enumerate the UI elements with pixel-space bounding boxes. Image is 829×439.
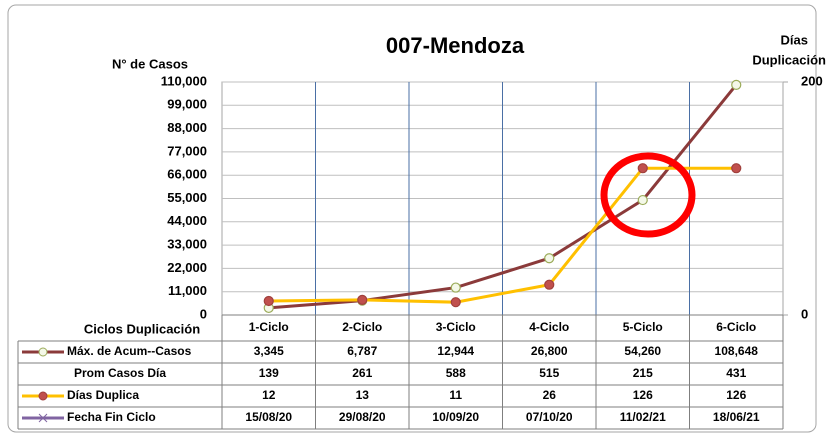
y-tick-label: 77,000 bbox=[167, 143, 207, 158]
y2-axis-label: Días bbox=[781, 32, 808, 47]
marker bbox=[544, 253, 555, 264]
chart-title: 007-Mendoza bbox=[386, 33, 525, 58]
table-value: 26 bbox=[543, 388, 557, 402]
x-tick-label: 5-Ciclo bbox=[623, 320, 663, 334]
table-value: 07/10/20 bbox=[526, 410, 573, 424]
y-tick-label: 110,000 bbox=[161, 73, 207, 88]
marker bbox=[731, 79, 742, 90]
table-value: 12 bbox=[262, 388, 276, 402]
table-header: Ciclos Duplicación bbox=[84, 321, 200, 336]
marker bbox=[544, 279, 555, 290]
marker bbox=[357, 294, 368, 305]
table-value: 431 bbox=[726, 366, 746, 380]
table-value: 515 bbox=[539, 366, 559, 380]
y-tick-label: 33,000 bbox=[167, 237, 207, 252]
y-tick-label: 44,000 bbox=[167, 213, 207, 228]
legend-label: Fecha Fin Ciclo bbox=[67, 410, 156, 424]
table-value: 26,800 bbox=[531, 344, 568, 358]
legend-label: Días Duplica bbox=[67, 388, 139, 402]
y-tick-label: 55,000 bbox=[167, 190, 207, 205]
table-value: 261 bbox=[352, 366, 372, 380]
table-value: 11/02/21 bbox=[620, 410, 666, 424]
table-value: 11 bbox=[449, 388, 462, 402]
table-value: 108,648 bbox=[715, 344, 759, 358]
series-line bbox=[268, 83, 738, 310]
legend-marker bbox=[38, 391, 48, 401]
table-value: 126 bbox=[633, 388, 653, 402]
y2-axis-label: Duplicación bbox=[752, 52, 826, 67]
table-value: 588 bbox=[446, 366, 466, 380]
highlight-circle bbox=[600, 152, 696, 238]
table-value: 15/08/20 bbox=[245, 410, 292, 424]
marker bbox=[731, 163, 742, 174]
table-value: 3,345 bbox=[254, 344, 284, 358]
y-tick-label: 11,000 bbox=[168, 283, 207, 298]
y2-tick-label: 200 bbox=[801, 73, 823, 88]
x-tick-label: 1-Ciclo bbox=[249, 320, 289, 334]
legend-label: Máx. de Acum--Casos bbox=[67, 344, 192, 358]
table-value: 29/08/20 bbox=[339, 410, 386, 424]
chart-frame bbox=[7, 4, 817, 433]
x-tick-label: 4-Ciclo bbox=[529, 320, 569, 334]
plot-layer: 0 11,000 22,000 33,000 44,000 55,000 66,000 77,… bbox=[17, 73, 823, 430]
marker bbox=[450, 297, 461, 308]
y-tick-label: 88,000 bbox=[167, 120, 207, 135]
x-tick-label: 3-Ciclo bbox=[436, 320, 476, 334]
marker bbox=[263, 295, 274, 307]
legend-marker bbox=[38, 347, 48, 357]
marker bbox=[637, 194, 648, 206]
marker bbox=[637, 163, 648, 174]
y-tick-label: 66,000 bbox=[167, 167, 207, 182]
table-value: 10/09/20 bbox=[432, 410, 479, 424]
marker bbox=[450, 282, 461, 293]
table-value: 6,787 bbox=[347, 344, 377, 358]
table-value: 13 bbox=[356, 388, 370, 402]
y2-tick-label: 0 bbox=[801, 306, 808, 321]
table-value: 126 bbox=[726, 388, 746, 402]
table-value: 54,260 bbox=[624, 344, 661, 358]
table-value: 12,944 bbox=[437, 344, 474, 358]
x-tick-label: 6-Ciclo bbox=[716, 320, 756, 334]
y-tick-label: 0 bbox=[200, 306, 207, 321]
x-tick-label: 2-Ciclo bbox=[342, 320, 382, 334]
y-axis-label: N° de Casos bbox=[112, 56, 188, 71]
table-value: 139 bbox=[259, 366, 279, 380]
series-line bbox=[268, 166, 737, 304]
table-value: 18/06/21 bbox=[713, 410, 760, 424]
legend-marker bbox=[38, 413, 48, 423]
table-value: 215 bbox=[633, 366, 653, 380]
row-label: Prom Casos Día bbox=[74, 366, 166, 380]
y-tick-label: 99,000 bbox=[167, 97, 207, 112]
y-tick-label: 22,000 bbox=[167, 260, 207, 275]
